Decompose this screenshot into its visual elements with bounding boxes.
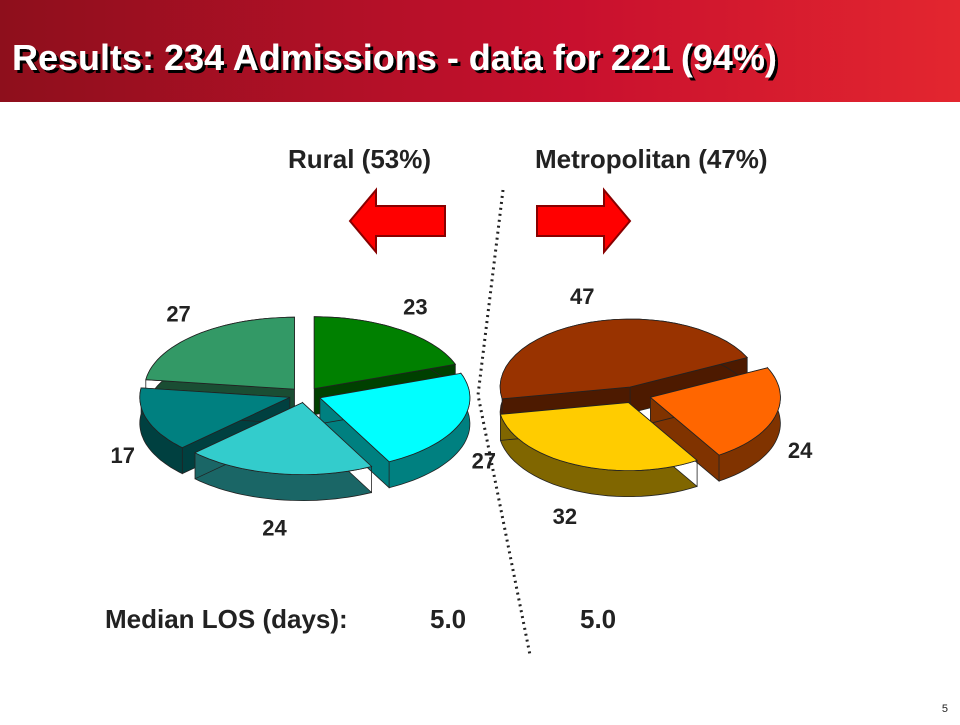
data-label: 27 xyxy=(472,448,496,473)
data-label: 23 xyxy=(403,295,427,320)
slice xyxy=(194,402,373,476)
rural-title: Rural (53%) xyxy=(288,144,431,174)
page-number: 5 xyxy=(942,703,948,715)
header-band xyxy=(0,0,960,102)
slice xyxy=(139,387,290,449)
data-label: 32 xyxy=(553,504,577,529)
data-label: 17 xyxy=(110,443,134,468)
left-arrow xyxy=(348,187,446,255)
data-label: 27 xyxy=(166,302,190,327)
slice xyxy=(313,316,457,390)
metro-title: Metropolitan (47%) xyxy=(535,144,768,174)
slice xyxy=(319,372,471,463)
slice xyxy=(499,402,698,471)
median-label: Median LOS (days): xyxy=(105,604,348,634)
right-arrow xyxy=(536,187,632,255)
slice xyxy=(499,318,748,400)
slide-title: Results: 234 Admissions - data for 221 (… xyxy=(12,37,777,78)
median-rural: 5.0 xyxy=(430,604,466,634)
median-metro: 5.0 xyxy=(580,604,616,634)
slice xyxy=(649,367,781,456)
slice xyxy=(145,316,295,390)
data-label: 47 xyxy=(570,284,594,309)
data-label: 24 xyxy=(262,516,287,541)
data-label: 24 xyxy=(788,438,813,463)
